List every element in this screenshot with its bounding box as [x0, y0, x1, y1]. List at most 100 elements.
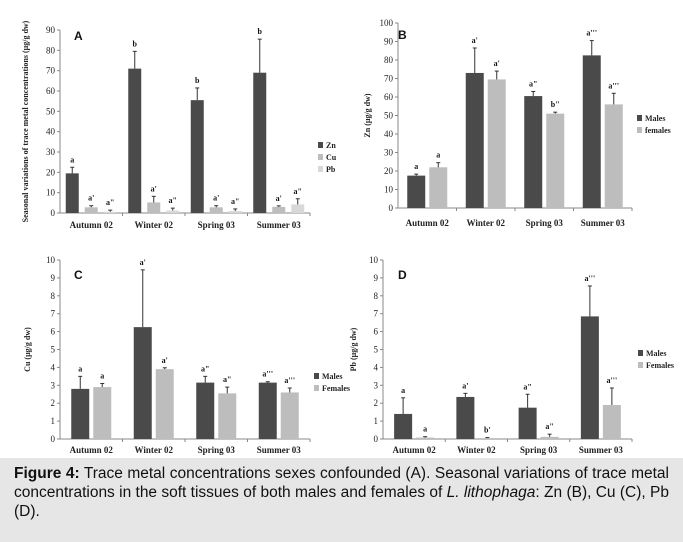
bar-males-summer-03	[582, 55, 601, 208]
significance-label: a	[78, 364, 82, 373]
y-tick-label: 70	[384, 74, 394, 84]
caption-text-1: Trace metal concentrations sexes confoun…	[14, 465, 670, 501]
y-tick-label: 7	[374, 309, 379, 319]
y-tick-label: 1	[51, 416, 56, 426]
bar-females-spring-03	[218, 393, 237, 439]
y-tick-label: 2	[51, 398, 56, 408]
significance-label: a'''	[262, 370, 273, 379]
legend-label-males: Males	[646, 349, 666, 358]
y-tick-label: 0	[51, 208, 56, 218]
significance-label: b"	[551, 100, 560, 109]
y-tick-label: 8	[374, 291, 379, 301]
panel-letter: A	[74, 29, 83, 43]
significance-label: a'	[472, 36, 478, 45]
significance-label: a'	[140, 258, 146, 267]
legend-swatch-zn	[318, 142, 323, 148]
y-tick-label: 3	[51, 380, 56, 390]
bar-females-spring-03	[546, 113, 565, 208]
bar-cu-winter-02	[147, 202, 161, 213]
significance-label: a	[414, 162, 418, 171]
bar-zn-summer-03	[253, 72, 267, 213]
y-tick-label: 5	[374, 345, 379, 355]
figure-caption: Figure 4: Trace metal concentrations sex…	[0, 458, 683, 521]
bar-males-spring-03	[524, 96, 543, 208]
bar-males-winter-02	[465, 72, 484, 208]
bar-zn-winter-02	[128, 68, 142, 213]
y-axis-label: Cu (µg/g dw)	[23, 327, 32, 372]
y-tick-label: 9	[374, 273, 379, 283]
y-tick-label: 50	[46, 106, 56, 116]
caption-box: Figure 4: Trace metal concentrations sex…	[0, 458, 683, 542]
legend-swatch-males	[637, 115, 642, 121]
x-tick-label: Winter 02	[467, 218, 506, 228]
bar-females-winter-02	[155, 369, 174, 439]
bar-males-autumn-02	[394, 413, 413, 439]
bar-females-winter-02	[487, 79, 506, 208]
legend-swatch-females	[638, 362, 643, 368]
significance-label: a"	[201, 364, 209, 373]
significance-label: a	[401, 386, 405, 395]
caption-label: Figure 4:	[14, 465, 80, 482]
y-tick-label: 30	[46, 147, 56, 157]
x-tick-label: Autumn 02	[406, 218, 450, 228]
panel-letter: B	[398, 28, 407, 42]
bar-females-autumn-02	[429, 167, 448, 208]
bar-zn-autumn-02	[65, 173, 79, 213]
bar-pb-winter-02	[166, 210, 180, 213]
y-tick-label: 60	[384, 92, 394, 102]
significance-label: a'	[213, 194, 219, 203]
bar-females-winter-02	[478, 438, 497, 439]
significance-label: a'''	[607, 376, 618, 385]
bar-pb-summer-03	[291, 204, 305, 213]
y-tick-label: 80	[384, 55, 394, 65]
y-tick-label: 50	[384, 111, 394, 121]
significance-label: a"	[545, 422, 553, 431]
y-axis-label: Zn (µg/g dw)	[363, 93, 372, 138]
panel-letter: D	[398, 268, 407, 282]
bar-males-summer-03	[580, 316, 599, 439]
significance-label: a'''	[608, 81, 619, 90]
x-tick-label: Autumn 02	[70, 445, 114, 455]
x-tick-label: Spring 03	[526, 218, 564, 228]
legend-label-females: Females	[646, 361, 674, 370]
y-tick-label: 30	[384, 148, 394, 158]
significance-label: a'	[276, 194, 282, 203]
significance-label: a'''	[586, 29, 597, 38]
panel-d: 0 1 2 3 4 5 6 7 8 9 10 Pb (µg/g dw) D Autumn 02 a a Wint…	[349, 255, 674, 455]
bar-males-winter-02	[456, 396, 475, 439]
bar-females-summer-03	[602, 404, 621, 439]
significance-label: a"	[294, 187, 302, 196]
y-tick-label: 3	[374, 380, 379, 390]
caption-text-2: : Zn (B), Cu (C), Pb (D).	[14, 484, 669, 520]
y-tick-label: 7	[51, 309, 56, 319]
bar-females-summer-03	[280, 392, 299, 439]
bar-pb-autumn-02	[103, 211, 117, 213]
significance-label: a'	[162, 356, 168, 365]
significance-label: b	[195, 76, 200, 85]
significance-label: a"	[529, 79, 537, 88]
significance-label: a"	[169, 196, 177, 205]
x-tick-label: Winter 02	[135, 220, 174, 230]
y-tick-label: 90	[46, 25, 56, 35]
significance-label: a"	[231, 197, 239, 206]
legend-label-cu: Cu	[326, 153, 337, 162]
legend-swatch-pb	[318, 166, 323, 172]
y-tick-label: 6	[374, 327, 379, 337]
caption-species: L. lithophaga	[446, 484, 536, 501]
y-tick-label: 2	[374, 398, 379, 408]
y-tick-label: 0	[51, 434, 56, 444]
y-tick-label: 40	[384, 129, 394, 139]
bar-females-summer-03	[604, 104, 623, 208]
legend-swatch-females	[314, 385, 319, 391]
bar-males-autumn-02	[71, 388, 90, 439]
significance-label: a	[70, 155, 74, 164]
bar-females-autumn-02	[416, 437, 435, 439]
y-axis-label: Pb (µg/g dw)	[349, 327, 358, 371]
panel-a: 0 10 20 30 40 50 60 70 80 90 Seasonal variations o…	[21, 20, 337, 230]
significance-label: a	[423, 425, 427, 434]
y-tick-label: 4	[51, 362, 56, 372]
legend-label-zn: Zn	[326, 141, 336, 150]
x-tick-label: Winter 02	[457, 445, 496, 455]
significance-label: b	[258, 27, 263, 36]
